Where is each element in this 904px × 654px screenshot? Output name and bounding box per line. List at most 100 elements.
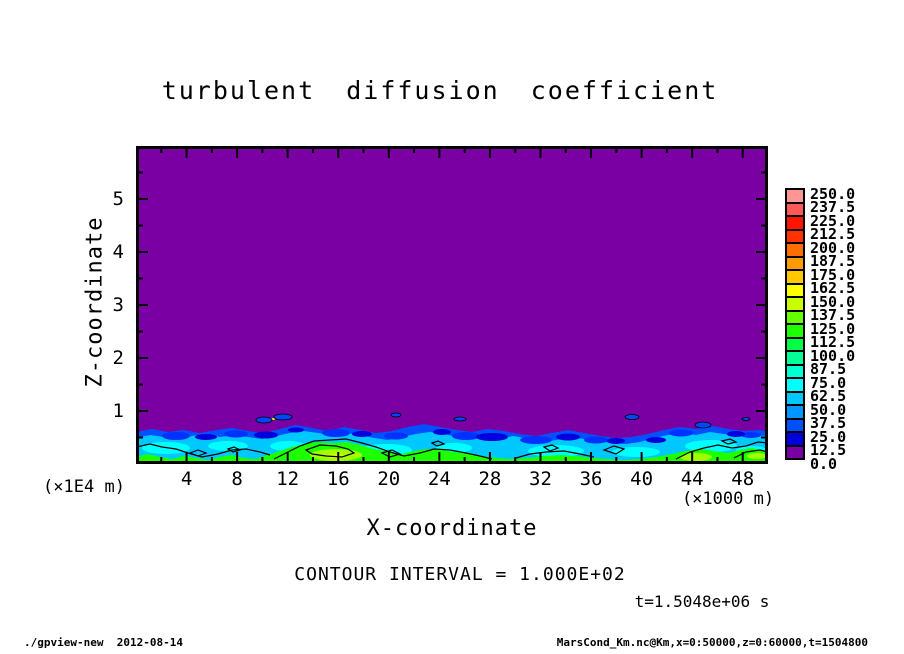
colorbar-level-label: 75.0 — [810, 373, 847, 392]
contour-line — [273, 438, 493, 460]
plot-frame — [136, 146, 768, 464]
yellow-green-hotspots — [680, 453, 712, 461]
colorbar-box — [785, 363, 805, 379]
colorbar-level-label: 237.5 — [810, 198, 856, 216]
colorbar-level-label: 100.0 — [810, 346, 856, 365]
deep-blue-mottles — [254, 431, 278, 439]
deep-blue-mottles — [195, 434, 217, 440]
floating-blue-blobs — [624, 414, 640, 420]
contour-line — [430, 440, 446, 447]
deep-blue-mottles — [556, 433, 580, 441]
floating-blue-blobs — [453, 416, 467, 422]
overlay-layer — [255, 412, 767, 461]
contour-line — [226, 446, 242, 453]
x-tick-label: 16 — [326, 468, 350, 490]
colorbar-level-label: 150.0 — [810, 292, 856, 311]
deep-blue-mottles — [352, 431, 372, 437]
colorbar-box — [785, 255, 805, 271]
mid-blue-mottles — [669, 429, 693, 437]
y-tick-label: 3 — [112, 294, 124, 316]
contour-line — [380, 449, 402, 458]
mid-blue-mottles — [384, 432, 408, 440]
colorbar-box — [785, 309, 805, 325]
x-tick-label: 8 — [231, 468, 243, 490]
colorbar-level-label: 162.5 — [810, 279, 856, 297]
yellow-green-hotspots — [747, 453, 767, 459]
contour-line — [720, 438, 738, 445]
mid-blue-mottles — [224, 430, 248, 438]
deep-blue-mottles — [607, 438, 625, 444]
band-green — [136, 442, 768, 464]
x-tick-label: 4 — [180, 468, 193, 490]
deep-blue-mottles — [727, 431, 745, 437]
colorbar-level-label: 250.0 — [810, 184, 856, 203]
x-tick-label: 48 — [731, 468, 755, 490]
mid-blue-mottles — [520, 436, 552, 444]
colorbar-box — [785, 269, 805, 285]
colorbar-labels: 0.0 12.5 25.0 37.5 50.0 62.5 75.0 87.5 100.0 112.… — [810, 184, 880, 480]
contour-line — [515, 450, 595, 459]
contour-plot-svg — [136, 146, 768, 464]
y-axis-units: (×1E4 m) — [43, 477, 125, 497]
colorbar-box — [785, 336, 805, 352]
footer-data-source-stamp: MarsCond_Km.nc@Km,x=0:50000,z=0:60000,t=… — [556, 636, 868, 649]
colorbar-level-label: 25.0 — [810, 427, 847, 446]
mid-blue-mottles — [584, 436, 608, 444]
colorbar-box — [785, 431, 805, 447]
contour-line — [136, 443, 271, 458]
colorbar-box — [785, 201, 805, 217]
y-tick-label: 5 — [112, 188, 124, 210]
colorbar-box — [785, 215, 805, 231]
colorbar-level-label: 187.5 — [810, 252, 856, 270]
contour-line — [188, 449, 208, 457]
colorbar-level-label: 87.5 — [810, 360, 847, 378]
contour-line — [304, 444, 356, 458]
mid-blue-mottles — [162, 432, 190, 440]
contour-line — [675, 441, 768, 460]
colorbar-box — [785, 444, 805, 460]
colorbar-level-label: 125.0 — [810, 319, 856, 338]
x-tick-label: 12 — [276, 468, 300, 490]
mid-blue-mottles — [452, 432, 480, 440]
deep-blue-mottles — [646, 437, 666, 443]
colorbar-box — [785, 404, 805, 420]
contour-line — [542, 444, 560, 452]
x-tick-label: 24 — [427, 468, 451, 490]
plot-area — [136, 146, 768, 464]
x-tick-label: 32 — [529, 468, 552, 490]
colorbar-level-label: 112.5 — [810, 333, 856, 351]
deep-blue-mottles — [476, 433, 508, 441]
colorbar-box — [785, 242, 805, 258]
chart-title: turbulent diffusion coefficient — [161, 76, 719, 105]
y-tick-label: 4 — [112, 241, 124, 263]
plot-background — [136, 146, 768, 464]
mid-blue-mottles — [741, 432, 761, 438]
deep-blue-mottles — [433, 429, 451, 435]
colorbar-box — [785, 377, 805, 393]
colorbar-boxes — [785, 188, 805, 460]
colorbar-level-label: 175.0 — [810, 265, 856, 284]
mid-blue-mottles — [322, 429, 350, 437]
colorbar-level-label: 200.0 — [810, 238, 856, 257]
colorbar-box — [785, 282, 805, 298]
x-tick-label: 44 — [680, 468, 704, 490]
x-axis-units: (×1000 m) — [681, 489, 775, 509]
colorbar-level-label: 62.5 — [810, 387, 847, 405]
y-tick-label: 2 — [112, 347, 124, 369]
contour-line — [733, 449, 768, 459]
contour-interval-annotation: CONTOUR INTERVAL = 1.000E+02 — [294, 564, 626, 585]
colorbar-level-label: 225.0 — [810, 211, 856, 230]
deep-blue-mottles — [288, 427, 304, 433]
colorbar-level-label: 50.0 — [810, 400, 847, 419]
time-annotation: t=1.5048e+06 s — [634, 592, 770, 611]
colorbar-box — [785, 323, 805, 339]
colorbar-level-label: 137.5 — [810, 306, 856, 324]
x-tick-label: 28 — [478, 468, 502, 490]
colorbar-level-label: 37.5 — [810, 414, 847, 432]
x-axis-label: X-coordinate — [366, 516, 538, 541]
x-tick-label: 40 — [630, 468, 654, 490]
colorbar-level-label: 12.5 — [810, 441, 847, 459]
x-tick-label: 20 — [377, 468, 401, 490]
colorbar-box — [785, 350, 805, 366]
floating-blue-blobs — [694, 421, 712, 429]
